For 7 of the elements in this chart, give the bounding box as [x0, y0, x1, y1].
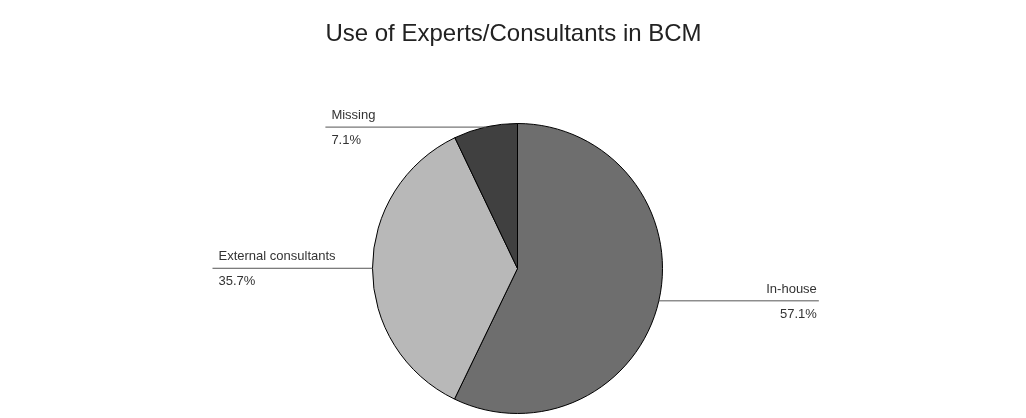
slice-label: In-house	[766, 280, 817, 296]
slice-label: Missing	[331, 107, 376, 123]
data-label: 7.1%	[331, 132, 362, 148]
data-label: 57.1%	[779, 305, 818, 321]
chart-title: Use of Experts/Consultants in BCM	[325, 18, 702, 46]
data-label: 35.7%	[218, 273, 256, 289]
slice-label: External consultants	[218, 248, 337, 264]
